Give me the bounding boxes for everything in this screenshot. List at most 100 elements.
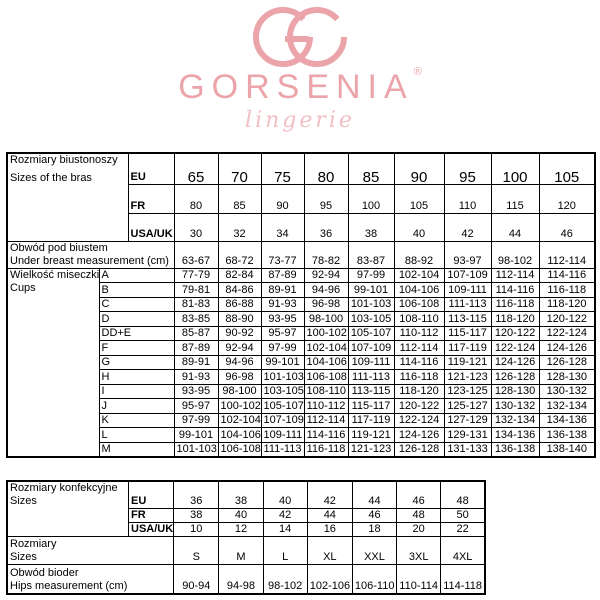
- bust-range-cell: 114-116: [490, 282, 540, 298]
- size-cell: 10: [173, 521, 220, 537]
- bust-range-cell: 116-118: [538, 282, 596, 298]
- bust-range-cell: 92-94: [303, 267, 349, 283]
- bust-range-cell: 128-130: [490, 383, 540, 399]
- bust-range-cell: 100-102: [303, 325, 349, 341]
- bust-range-cell: 105-107: [260, 398, 305, 414]
- bust-range-cell: 134-136: [490, 427, 540, 443]
- bust-range-cell: 136-138: [490, 441, 540, 457]
- cup-letter: DD+E: [98, 325, 175, 341]
- bust-range-cell: 93-95: [260, 311, 305, 327]
- bust-range-cell: 105-107: [347, 325, 395, 341]
- underbust-cell: 63-67: [173, 240, 219, 269]
- band-size-cell: 70: [217, 152, 262, 185]
- bust-range-cell: 99-101: [260, 354, 305, 370]
- label-en: Hips measurement (cm): [10, 580, 128, 592]
- bust-range-cell: 96-98: [303, 296, 349, 312]
- bust-range-cell: 99-101: [173, 427, 219, 443]
- gg-monogram-icon: [253, 7, 347, 67]
- size-cell: 38: [173, 507, 220, 523]
- cup-letter: K: [98, 412, 175, 428]
- band-size-cell: 90: [260, 183, 305, 214]
- size-system-row: FR 38 40 42 44 46 48 50: [7, 507, 486, 523]
- bust-range-cell: 136-138: [538, 427, 596, 443]
- cups-label: Wielkość miseczki Cups: [6, 267, 100, 457]
- bust-range-cell: 120-122: [538, 311, 596, 327]
- bust-range-cell: 122-124: [393, 412, 445, 428]
- bust-range-cell: 120-122: [393, 398, 445, 414]
- cup-row: K 97-99 102-104 107-109 112-114 117-119 122-12…: [7, 412, 596, 428]
- bust-range-cell: 118-120: [393, 383, 445, 399]
- bust-range-cell: 112-114: [393, 340, 445, 356]
- bust-range-cell: 87-89: [260, 267, 305, 283]
- cup-letter: D: [98, 311, 175, 327]
- size-cell: 48: [440, 480, 486, 509]
- bust-range-cell: 102-104: [217, 412, 262, 428]
- cup-letter: A: [98, 267, 175, 283]
- bra-size-table: Rozmiary biustonoszy Sizes of the bras EU 6…: [6, 152, 596, 458]
- bust-range-cell: 95-97: [173, 398, 219, 414]
- underbust-cell: 78-82: [303, 240, 349, 269]
- band-size-cell: 85: [347, 152, 395, 185]
- band-size-cell: 95: [303, 183, 349, 214]
- letter-cell: XXL: [351, 535, 398, 565]
- bust-range-cell: 104-106: [217, 427, 262, 443]
- bust-range-cell: 111-113: [443, 296, 492, 312]
- letter-cell: 4XL: [440, 535, 486, 565]
- size-cell: 40: [262, 480, 308, 509]
- band-size-cell: 120: [538, 183, 596, 214]
- bust-range-cell: 109-111: [347, 354, 395, 370]
- bust-range-cell: 93-95: [173, 383, 219, 399]
- bust-range-cell: 104-106: [303, 354, 349, 370]
- brand-name: GORSENIA®: [178, 66, 422, 106]
- letter-cell: 3XL: [396, 535, 442, 565]
- clothing-size-table: Rozmiary konfekcyjne Sizes EU 36 38 40 42 44 46 4…: [6, 480, 486, 595]
- bust-range-cell: 132-134: [538, 398, 596, 414]
- cup-letter: B: [98, 282, 175, 298]
- clothing-table-title: Rozmiary konfekcyjne Sizes: [6, 480, 129, 537]
- cup-row: H 91-93 96-98 101-103 106-108 111-113 116-118 1…: [7, 369, 596, 385]
- underbust-label: Obwód pod biustem Under breast measuremen…: [6, 240, 175, 269]
- band-size-cell: 46: [538, 212, 596, 242]
- band-size-cell: 32: [217, 212, 262, 242]
- size-system-row: Rozmiary biustonoszy Sizes of the bras EU 6…: [6, 152, 596, 242]
- hips-cell: 94-98: [218, 563, 264, 595]
- bust-range-cell: 110-112: [303, 398, 349, 414]
- hips-cell: 110-114: [396, 563, 442, 595]
- size-cell: 22: [440, 521, 486, 537]
- bust-range-cell: 134-136: [538, 412, 596, 428]
- system-label: EU: [127, 152, 175, 185]
- underbust-cell: 68-72: [217, 240, 262, 269]
- bust-range-cell: 101-103: [173, 441, 219, 457]
- bust-range-cell: 117-119: [347, 412, 395, 428]
- system-label: EU: [127, 480, 175, 509]
- bust-range-cell: 118-120: [490, 311, 540, 327]
- band-size-cell: 85: [217, 183, 262, 214]
- bust-range-cell: 130-132: [538, 383, 596, 399]
- bust-range-cell: 101-103: [347, 296, 395, 312]
- letter-row: Rozmiary Sizes S M L XL XXL 3XL 4XL: [6, 535, 486, 565]
- bust-range-cell: 118-120: [538, 296, 596, 312]
- cup-letter: J: [98, 398, 175, 414]
- size-cell: 16: [306, 521, 353, 537]
- underbust-row: Obwód pod biustem Under breast measuremen…: [6, 240, 596, 269]
- bust-range-cell: 115-117: [347, 398, 395, 414]
- bust-range-cell: 85-87: [173, 325, 219, 341]
- bust-range-cell: 138-140: [538, 441, 596, 457]
- letter-cell: M: [218, 535, 264, 565]
- bust-range-cell: 109-111: [260, 427, 305, 443]
- band-size-cell: 40: [393, 212, 445, 242]
- size-cell: 46: [396, 480, 442, 509]
- bust-range-cell: 132-134: [490, 412, 540, 428]
- band-size-cell: 95: [443, 152, 492, 185]
- system-label: USA/UK: [127, 212, 175, 242]
- cup-row: M 101-103 106-108 111-113 116-118 121-123 126-…: [7, 441, 596, 457]
- cup-letter: I: [98, 383, 175, 399]
- bust-range-cell: 109-111: [443, 282, 492, 298]
- bust-range-cell: 95-97: [260, 325, 305, 341]
- bust-range-cell: 87-89: [173, 340, 219, 356]
- size-cell: 42: [262, 507, 308, 523]
- size-cell: 48: [396, 507, 442, 523]
- size-cell: 38: [218, 480, 264, 509]
- bust-range-cell: 89-91: [260, 282, 305, 298]
- letter-cell: XL: [306, 535, 353, 565]
